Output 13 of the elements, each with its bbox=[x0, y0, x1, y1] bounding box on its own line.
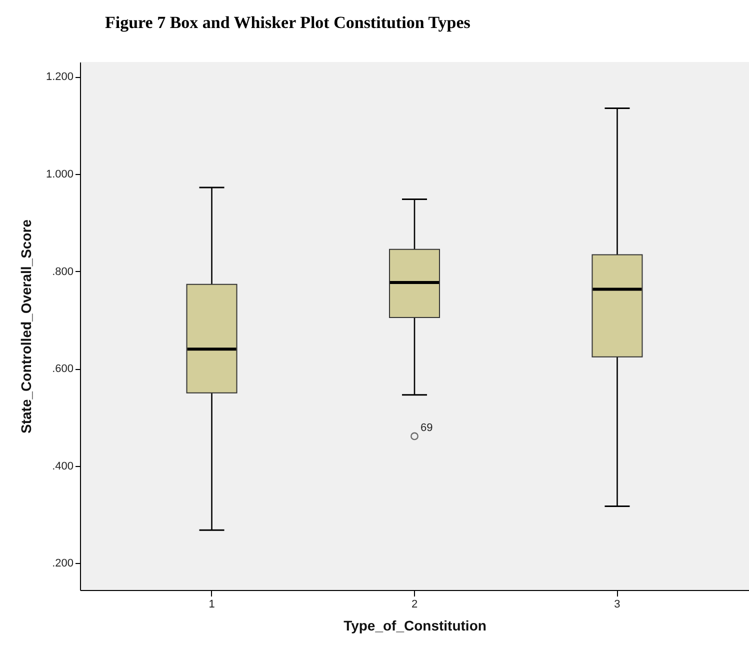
x-tick-label: 3 bbox=[614, 598, 620, 610]
y-tick-label: .200 bbox=[52, 558, 74, 570]
y-tick-label: .800 bbox=[52, 266, 74, 278]
x-tick-label: 2 bbox=[411, 598, 418, 610]
chart-title: Figure 7 Box and Whisker Plot Constitution Types bbox=[105, 13, 471, 32]
x-tick-label: 1 bbox=[208, 598, 215, 610]
annotation: 69 bbox=[420, 422, 433, 434]
y-tick-label: .600 bbox=[52, 363, 74, 376]
y-tick-label: 1.200 bbox=[46, 71, 74, 84]
y-tick-label: 1.000 bbox=[46, 168, 74, 180]
y-tick-label: .400 bbox=[52, 460, 74, 472]
y-axis-title: State_Controlled_Overall_Score bbox=[18, 219, 34, 434]
x-axis-title: Type_of_Constitution bbox=[344, 618, 486, 634]
